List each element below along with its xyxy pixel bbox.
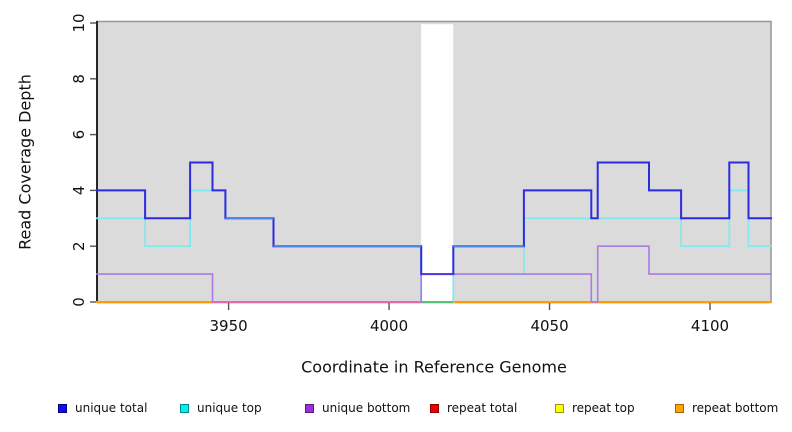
repeat-total-swatch-icon xyxy=(430,403,439,413)
y-tick-label-8: 8 xyxy=(70,74,88,84)
y-tick-label-0: 0 xyxy=(70,297,88,307)
unique-bottom-label: unique bottom xyxy=(322,401,411,415)
repeat-bottom-swatch-icon xyxy=(675,403,684,413)
legend-item-unique-bottom: unique bottom xyxy=(305,401,410,415)
y-tick-label-10: 10 xyxy=(70,13,88,32)
unique-top-swatch-icon xyxy=(180,403,189,413)
legend-item-unique-top: unique top xyxy=(180,401,262,415)
repeat-top-label: repeat top xyxy=(572,401,635,415)
legend-item-repeat-total: repeat total xyxy=(430,401,517,415)
unique-top-label: unique top xyxy=(197,401,262,415)
repeat-bottom-label: repeat bottom xyxy=(692,401,779,415)
legend-item-repeat-bottom: repeat bottom xyxy=(675,401,778,415)
x-tick-label-4000: 4000 xyxy=(370,317,408,335)
x-tick-label-4050: 4050 xyxy=(530,317,568,335)
repeat-top-swatch-icon xyxy=(555,403,564,413)
repeat-total-label: repeat total xyxy=(447,401,518,415)
x-axis-title: Coordinate in Reference Genome xyxy=(301,357,567,377)
series-unique-bottom-line xyxy=(96,245,772,303)
legend-item-repeat-top: repeat top xyxy=(555,401,635,415)
x-tick-label-4100: 4100 xyxy=(691,317,729,335)
unique-bottom-swatch-icon xyxy=(305,403,314,413)
y-tick-label-2: 2 xyxy=(70,241,88,251)
y-tick-label-6: 6 xyxy=(70,130,88,140)
y-axis-title: Read Coverage Depth xyxy=(15,74,35,250)
x-tick-label-3950: 3950 xyxy=(209,317,247,335)
unique-total-label: unique total xyxy=(75,401,148,415)
legend-item-unique-total: unique total xyxy=(58,401,147,415)
unique-total-swatch-icon xyxy=(58,403,67,413)
y-tick-label-4: 4 xyxy=(70,186,88,196)
no-coverage-gap-band xyxy=(421,24,454,302)
